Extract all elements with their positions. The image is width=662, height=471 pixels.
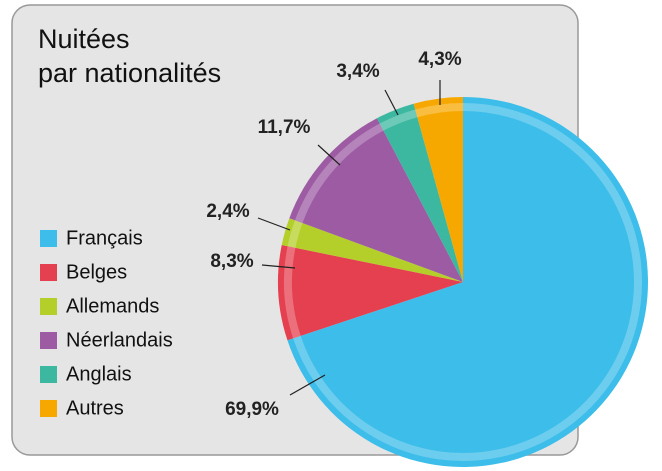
legend-swatch xyxy=(40,298,57,315)
data-label: 3,4% xyxy=(336,61,379,82)
data-label: 69,9% xyxy=(225,399,279,420)
pie-slice xyxy=(278,245,463,341)
data-label: 11,7% xyxy=(258,117,311,138)
pie-slice xyxy=(413,97,463,282)
leader-line xyxy=(384,89,399,116)
legend-swatch xyxy=(40,366,57,383)
legend-label: Autres xyxy=(66,397,124,419)
chart-title: Nuitées par nationalités xyxy=(38,24,222,88)
data-label: 2,4% xyxy=(206,201,249,222)
legend-label: Français xyxy=(66,227,143,249)
slice-rim xyxy=(379,109,418,131)
legend-label: Allemands xyxy=(66,295,159,317)
slice-rim xyxy=(415,103,464,118)
pie-slice xyxy=(281,218,463,282)
legend-swatch xyxy=(40,332,57,349)
legend-label: Néerlandais xyxy=(66,329,173,351)
slice-rim xyxy=(287,220,303,248)
leader-line xyxy=(289,374,326,396)
data-label: 4,3% xyxy=(418,49,461,70)
pie-slice xyxy=(287,97,648,467)
legend-swatch xyxy=(40,264,57,281)
slice-rim xyxy=(294,123,384,224)
legend-label: Anglais xyxy=(66,363,132,385)
legend-label: Belges xyxy=(66,261,127,283)
leader-line xyxy=(261,264,296,269)
slice-rim xyxy=(284,246,301,339)
leader-line xyxy=(317,144,341,166)
legend-swatch xyxy=(40,230,57,247)
data-label: 8,3% xyxy=(210,251,253,272)
pie-slice xyxy=(376,103,463,282)
legend-swatch xyxy=(40,400,57,417)
leader-line xyxy=(257,217,291,231)
slice-rim xyxy=(293,103,642,461)
